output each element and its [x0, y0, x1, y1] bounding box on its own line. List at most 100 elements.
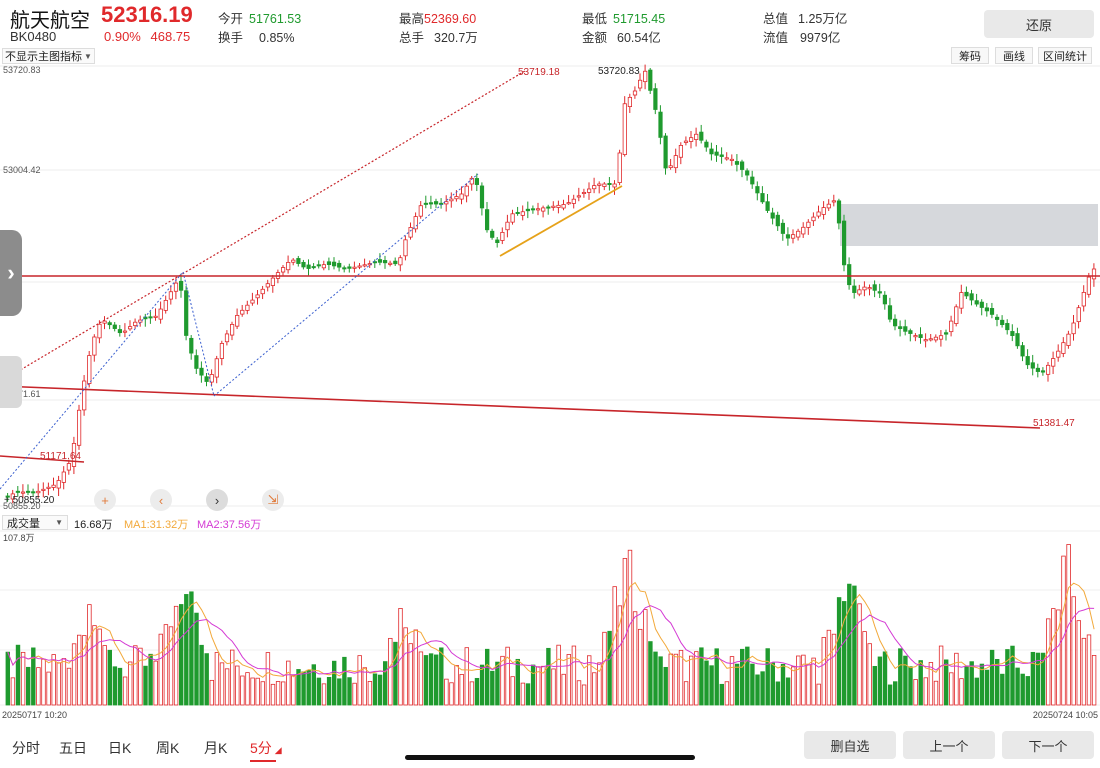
- candle-body: [551, 205, 556, 208]
- volume-bar: [449, 682, 454, 706]
- volume-bar: [949, 672, 954, 706]
- volume-bar: [903, 655, 908, 706]
- volume-bar: [357, 655, 362, 706]
- volume-bar: [1071, 596, 1076, 706]
- next-button[interactable]: 下一个: [1002, 731, 1094, 759]
- candlestick-chart[interactable]: 53720.83 53719.18 51381.47 51171.64 + 50855.…: [0, 64, 1100, 514]
- candle-body: [66, 463, 71, 471]
- tab-monthly-k[interactable]: 月K: [204, 740, 228, 756]
- remove-watchlist-button[interactable]: 删自选: [804, 731, 896, 759]
- candle-body: [352, 266, 357, 269]
- indicator-select[interactable]: 不显示主图指标 ▼: [2, 48, 95, 64]
- volume-chart[interactable]: 107.8万 20250717 10:20 20250724 10:05: [0, 530, 1100, 720]
- candle-body: [199, 367, 204, 376]
- candle-body: [857, 289, 862, 295]
- volume-bar: [235, 665, 240, 706]
- volume-bar: [887, 684, 893, 706]
- volume-bar: [495, 661, 500, 706]
- tab-weekly-k[interactable]: 周K: [156, 740, 180, 756]
- candle-body: [729, 158, 735, 161]
- bottom-bar: 分时 五日 日K 周K 月K 5分 ◢ 删自选 上一个 下一个: [0, 728, 1100, 768]
- candle-body: [836, 200, 842, 224]
- volume-bar: [872, 665, 877, 706]
- candle-body: [658, 111, 663, 138]
- volume-bar: [122, 676, 128, 706]
- scroll-left-button[interactable]: ‹: [150, 489, 172, 511]
- candle-body: [15, 490, 21, 493]
- candle-body: [597, 183, 602, 186]
- volume-bar: [877, 656, 883, 706]
- volume-bar: [1025, 676, 1030, 706]
- volume-bar: [214, 652, 220, 706]
- zoom-in-button[interactable]: +: [94, 489, 116, 511]
- volume-bar: [138, 647, 143, 706]
- candle-body: [5, 495, 10, 498]
- volume-bar: [92, 625, 97, 706]
- candle-body: [541, 207, 546, 212]
- candle-body: [255, 294, 260, 299]
- volume-bar: [714, 648, 719, 706]
- dotted-channel-line: [182, 271, 215, 397]
- volume-bar: [638, 628, 643, 706]
- candle-body: [321, 264, 327, 269]
- chevron-down-icon: ▼: [55, 518, 63, 527]
- candle-body: [1010, 331, 1015, 336]
- volume-bar: [785, 677, 791, 706]
- volume-bar: [525, 683, 531, 706]
- interval-stats-button[interactable]: 区间统计: [1038, 47, 1092, 64]
- candle-body: [388, 262, 393, 265]
- candle-body: [270, 277, 276, 286]
- volume-bar: [46, 671, 51, 706]
- candle-body: [530, 208, 536, 211]
- volume-bar: [1076, 620, 1081, 706]
- chips-button[interactable]: 筹码: [951, 47, 989, 64]
- volume-bar: [56, 662, 61, 706]
- candle-body: [229, 323, 235, 336]
- candle-body: [413, 216, 418, 230]
- volume-bar: [352, 682, 357, 706]
- volume-bar: [928, 662, 934, 706]
- volume-bar: [61, 658, 67, 706]
- tab-daily-k[interactable]: 日K: [108, 740, 132, 756]
- tab-five-day[interactable]: 五日: [59, 740, 87, 756]
- candle-body: [989, 308, 995, 315]
- volume-bar: [107, 649, 112, 706]
- candle-body: [184, 290, 189, 336]
- volume-bar: [362, 667, 367, 706]
- volume-bar: [209, 679, 214, 706]
- candle-body: [760, 193, 765, 203]
- volume-bar: [683, 681, 689, 706]
- candle-body: [750, 176, 755, 185]
- volume-bar: [520, 682, 526, 706]
- scroll-right-button[interactable]: ›: [206, 489, 228, 511]
- candle-body: [1056, 350, 1061, 358]
- side-scroll-handle[interactable]: [0, 356, 22, 408]
- volume-bar: [734, 663, 740, 706]
- volume-bar: [632, 611, 638, 706]
- volume-bar: [944, 659, 949, 706]
- volume-indicator-select[interactable]: 成交量 ▼: [2, 515, 68, 530]
- volume-bar: [229, 649, 235, 706]
- candle-body: [127, 326, 133, 330]
- candle-body: [71, 442, 77, 467]
- restore-button[interactable]: 还原: [984, 10, 1094, 38]
- tab-five-minute[interactable]: 5分 ◢: [250, 740, 282, 762]
- volume-bar: [908, 666, 913, 706]
- volume-bar: [20, 651, 26, 706]
- candle-body: [265, 283, 270, 288]
- candle-body: [1091, 268, 1097, 280]
- volume-bar: [1051, 608, 1056, 706]
- zoom-out-button[interactable]: ⇲: [262, 489, 284, 511]
- candle-body: [168, 291, 173, 300]
- candle-body: [1071, 322, 1076, 335]
- previous-button[interactable]: 上一个: [903, 731, 995, 759]
- volume-bar: [117, 667, 123, 706]
- candle-body: [31, 491, 36, 494]
- chevron-right-icon: ›: [214, 492, 220, 508]
- volume-bar: [143, 665, 148, 706]
- tab-intraday[interactable]: 分时: [12, 740, 40, 756]
- expand-panel-handle[interactable]: ›: [0, 230, 22, 316]
- volume-bar: [127, 661, 133, 706]
- volume-bar: [286, 660, 291, 706]
- draw-line-button[interactable]: 画线: [995, 47, 1033, 64]
